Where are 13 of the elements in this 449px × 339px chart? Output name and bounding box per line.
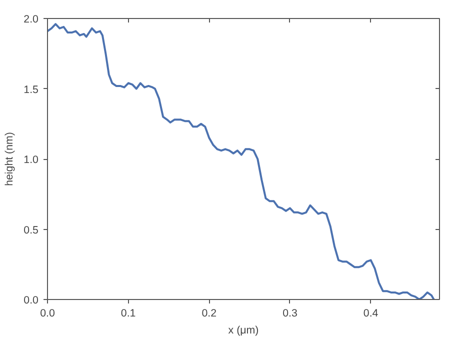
x-tick-label: 0.0: [40, 308, 55, 320]
line-series: [48, 23, 435, 300]
x-axis-title: x (μm): [228, 324, 259, 336]
x-tick-label: 0.3: [282, 308, 298, 320]
x-tick-label: 0.1: [120, 308, 136, 320]
x-tick-label: 0.4: [363, 308, 378, 320]
y-axis-title: height (nm): [4, 132, 16, 186]
y-tick-label: 1.0: [24, 154, 39, 166]
x-tick-label: 0.2: [202, 308, 217, 320]
y-tick-label: 2.0: [24, 14, 39, 26]
y-tick-label: 0.5: [24, 224, 39, 236]
y-tick-label: 1.5: [24, 84, 39, 96]
y-tick-label: 0.0: [24, 294, 39, 306]
